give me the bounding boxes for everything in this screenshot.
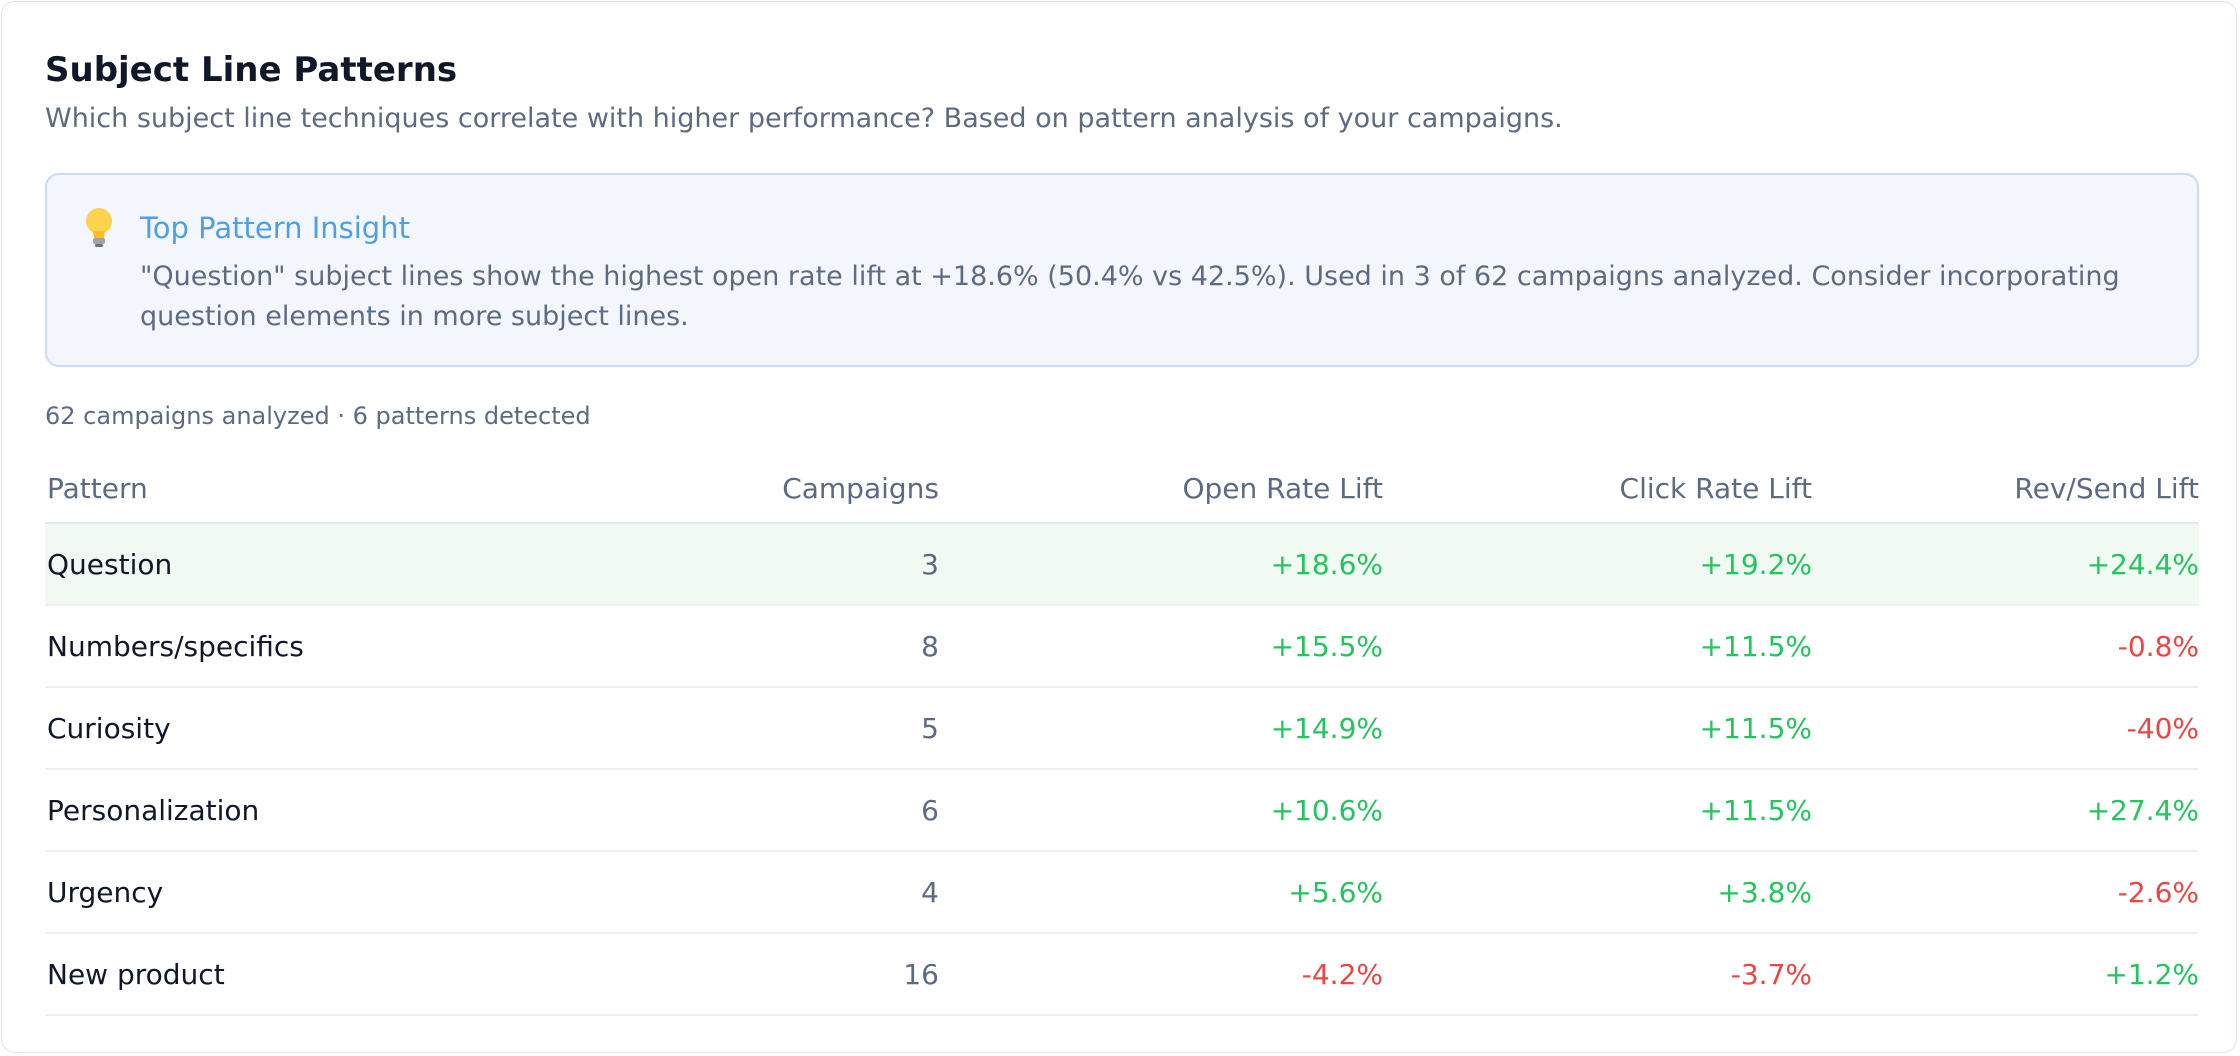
summary: 62 campaigns analyzed · 6 patterns detec… — [45, 402, 591, 430]
pattern-name: Numbers/specifics — [45, 605, 622, 688]
table-cell: +11.5% — [1383, 687, 1812, 770]
table-row: Urgency 4 +5.6% +3.8% -2.6% — [45, 851, 2199, 934]
table-row: New product 16 -4.2% -3.7% +1.2% — [45, 933, 2199, 1016]
table-cell: +14.9% — [939, 687, 1383, 770]
table-cell: +24.4% — [1812, 523, 2199, 606]
bulb-icon — [86, 208, 112, 247]
patterns-table: Pattern Campaigns Open Rate Lift Click Rate… — [45, 454, 2199, 1016]
title: Subject Line Patterns — [45, 50, 458, 90]
pattern-name: Question — [45, 523, 622, 606]
column-header: Pattern — [45, 454, 622, 524]
column-header: Click Rate Lift — [1383, 454, 1812, 524]
table-cell: +15.5% — [939, 605, 1383, 688]
table-cell: +18.6% — [939, 523, 1383, 606]
insight-box: Top Pattern Insight "Question" subject l… — [45, 173, 2199, 367]
table-cell: 5 — [622, 687, 939, 770]
column-header: Campaigns — [622, 454, 939, 524]
table-row: Numbers/specifics 8 +15.5% +11.5% -0.8% — [45, 605, 2199, 688]
table-cell: 16 — [622, 933, 939, 1016]
table-cell: +10.6% — [939, 769, 1383, 852]
table-row: Personalization 6 +10.6% +11.5% +27.4% — [45, 769, 2199, 852]
table-cell: +19.2% — [1383, 523, 1812, 606]
table-cell: +1.2% — [1812, 933, 2199, 1016]
table-cell: +3.8% — [1383, 851, 1812, 934]
table-cell: 6 — [622, 769, 939, 852]
table-cell: -2.6% — [1812, 851, 2199, 934]
table-cell: 4 — [622, 851, 939, 934]
column-header: Open Rate Lift — [939, 454, 1383, 524]
header-row: Pattern Campaigns Open Rate Lift Click Rate… — [45, 454, 2199, 524]
table-row: Question 3 +18.6% +19.2% +24.4% — [45, 523, 2199, 606]
subtitle: Which subject line techniques correlate … — [45, 103, 1563, 134]
pattern-name: Urgency — [45, 851, 622, 934]
table-cell: 3 — [622, 523, 939, 606]
table-cell: +5.6% — [939, 851, 1383, 934]
table-cell: +11.5% — [1383, 605, 1812, 688]
table-cell: -4.2% — [939, 933, 1383, 1016]
insight-title: Top Pattern Insight — [140, 211, 410, 245]
table-cell: +27.4% — [1812, 769, 2199, 852]
table-cell: -3.7% — [1383, 933, 1812, 1016]
pattern-name: Personalization — [45, 769, 622, 852]
table-body: Question 3 +18.6% +19.2% +24.4% Numbers/speci… — [45, 523, 2199, 1016]
table-cell: 8 — [622, 605, 939, 688]
pattern-name: Curiosity — [45, 687, 622, 770]
pattern-name: New product — [45, 933, 622, 1016]
table-cell: -40% — [1812, 687, 2199, 770]
column-header: Rev/Send Lift — [1812, 454, 2199, 524]
table-cell: +11.5% — [1383, 769, 1812, 852]
table-row: Curiosity 5 +14.9% +11.5% -40% — [45, 687, 2199, 770]
insight-text: "Question" subject lines show the highes… — [140, 261, 2120, 332]
table-cell: -0.8% — [1812, 605, 2199, 688]
